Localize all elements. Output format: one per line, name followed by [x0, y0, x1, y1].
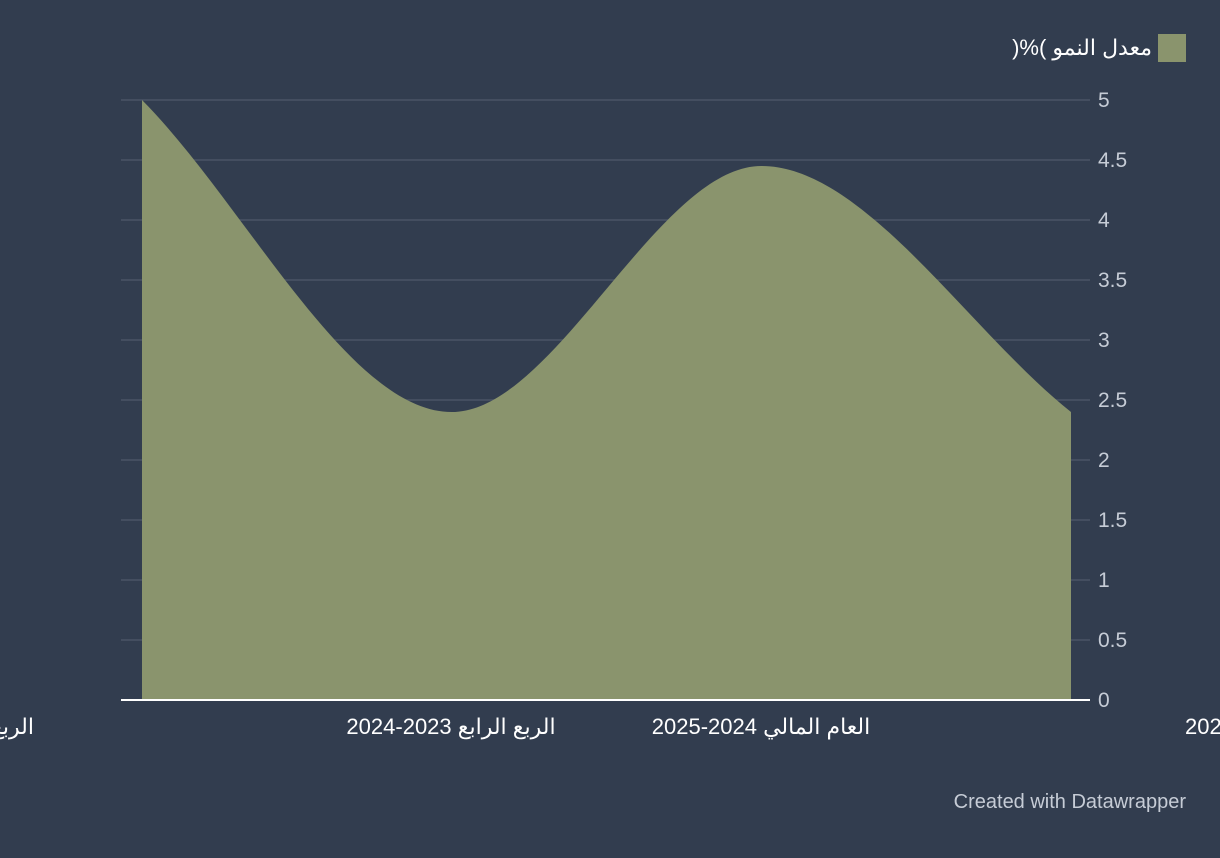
x-axis-ticks: العام المالي 2023-2024 العام المالي 2024-…: [0, 714, 1220, 740]
y-tick-label: 4.5: [1098, 149, 1127, 172]
y-tick-label: 0.5: [1098, 629, 1127, 652]
y-axis-ticks: 0 0.5 1 1.5 2 2.5 3 3.5 4 4.5 5: [1098, 89, 1127, 712]
x-tick-label: الربع الرابع 2023-2024: [346, 714, 555, 739]
growth-rate-area: [142, 100, 1071, 700]
y-tick-label: 3: [1098, 329, 1110, 352]
legend: معدل النمو )%(: [1012, 34, 1186, 62]
x-tick-label: الربع الرابع 2024-2025: [0, 714, 34, 739]
y-tick-label: 2.5: [1098, 389, 1127, 412]
legend-label: معدل النمو )%(: [1012, 35, 1152, 60]
y-tick-label: 1: [1098, 569, 1110, 592]
footer-credit: Created with Datawrapper: [953, 791, 1186, 813]
y-tick-label: 1.5: [1098, 509, 1127, 532]
x-tick-label: العام المالي 2024-2025: [652, 714, 871, 740]
legend-swatch: [1158, 34, 1186, 62]
y-tick-label: 0: [1098, 689, 1110, 712]
y-tick-label: 2: [1098, 449, 1110, 472]
y-tick-label: 3.5: [1098, 269, 1127, 292]
y-tick-label: 5: [1098, 89, 1110, 112]
y-tick-label: 4: [1098, 209, 1110, 232]
x-tick-label: العام المالي 2023-2024: [1185, 714, 1220, 740]
